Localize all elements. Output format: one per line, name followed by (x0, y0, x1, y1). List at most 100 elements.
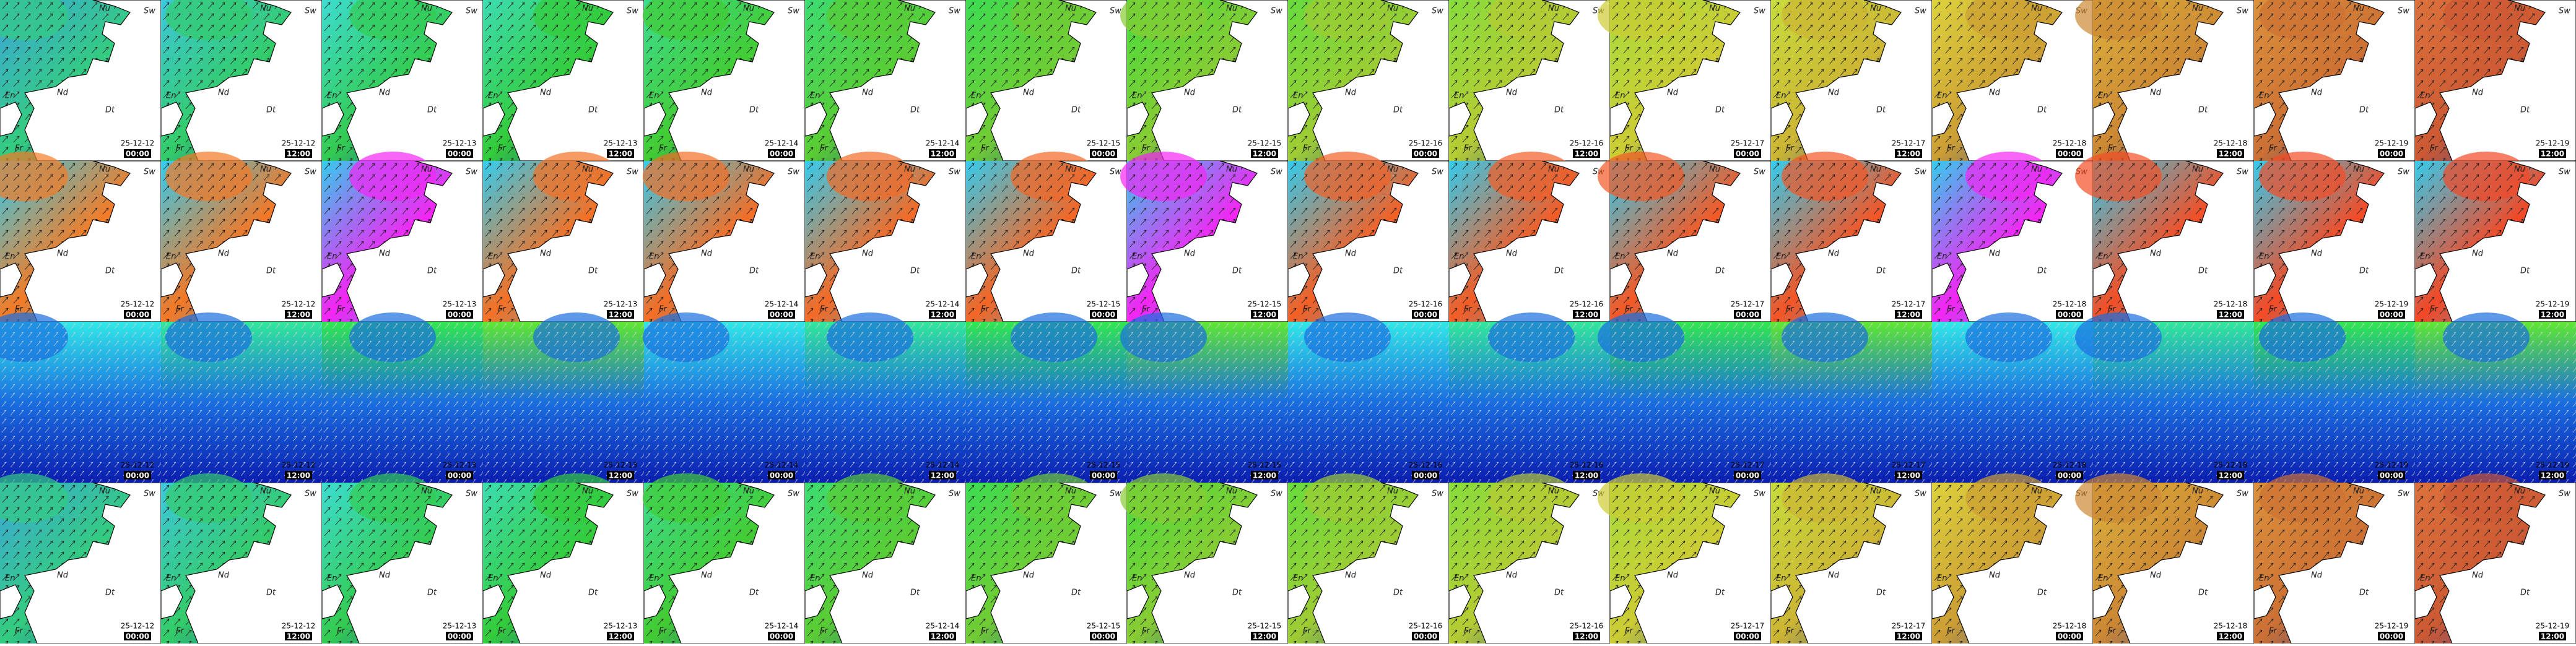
place-label: En (810, 574, 820, 584)
place-label: Nu (1870, 4, 1881, 14)
frame-date: 25-12-18 (2053, 139, 2086, 148)
frame-time: 12:00 (931, 472, 954, 480)
time-box (929, 310, 956, 319)
frame-date: 25-12-19 (2536, 300, 2569, 309)
place-label: En (2420, 574, 2430, 584)
wind-arrows (161, 322, 322, 483)
map-tile: Nu Sw Nd Dt En Fr 25-12-12 12:00 (161, 152, 322, 322)
time-box (1251, 632, 1278, 640)
wind-arrows (1288, 322, 1449, 483)
frame-time: 00:00 (1736, 311, 1759, 319)
frame-date: 25-12-14 (926, 461, 959, 470)
place-label: Fr (2430, 144, 2439, 153)
frame-date: 25-12-19 (2375, 622, 2408, 631)
place-label: Sw (2559, 489, 2570, 499)
map-tile: 25-12-12 12:00 (161, 312, 322, 483)
frame-date: 25-12-12 (121, 139, 154, 148)
frame-date: 25-12-13 (604, 461, 637, 470)
wind-arrows (1610, 322, 1771, 483)
time-box (768, 632, 795, 640)
time-box (2056, 310, 2083, 319)
place-label: Sw (949, 168, 960, 177)
time-box (1895, 632, 1922, 640)
time-box (2378, 471, 2405, 480)
frame-date: 25-12-15 (1248, 139, 1281, 148)
place-label: Sw (2398, 7, 2409, 16)
time-box (1573, 149, 1600, 158)
place-label: Nu (2514, 165, 2525, 174)
frame-date: 25-12-18 (2214, 139, 2247, 148)
place-label: Dt (910, 267, 920, 276)
place-label: Sw (1915, 489, 1926, 499)
place-label: Nu (421, 165, 432, 174)
frame-time: 00:00 (770, 472, 793, 480)
map-tile: 25-12-16 12:00 (1449, 312, 1610, 483)
frame-time: 00:00 (1736, 472, 1759, 480)
place-label: En (1132, 574, 1142, 584)
place-label: En (1615, 252, 1625, 262)
place-label: Sw (788, 7, 799, 16)
time-box (1251, 310, 1278, 319)
place-label: Nu (1709, 165, 1720, 174)
map-tile: Nu Sw Nd Dt En Fr 25-12-12 00:00 (0, 0, 161, 161)
map-tile: Nu Sw Nd Dt En Fr 25-12-17 12:00 (1771, 152, 1932, 322)
frame-date: 25-12-16 (1409, 461, 1442, 470)
place-label: Fr (1464, 305, 1473, 314)
place-label: Sw (1110, 7, 1121, 16)
place-label: Dt (2037, 267, 2047, 276)
frame-time: 00:00 (2058, 472, 2081, 480)
wind-arrows (0, 322, 161, 483)
place-label: Nd (540, 88, 552, 98)
place-label: Sw (466, 7, 477, 16)
frame-date: 25-12-16 (1409, 139, 1442, 148)
frame-time: 00:00 (1414, 472, 1437, 480)
map-tile: 25-12-15 12:00 (1120, 312, 1288, 483)
place-label: En (1293, 252, 1303, 262)
place-label: En (2420, 252, 2430, 262)
place-label: Nd (1506, 88, 1518, 98)
place-label: Sw (1754, 7, 1765, 16)
place-label: Sw (1110, 489, 1121, 499)
place-label: Nu (2192, 4, 2203, 14)
frame-time: 00:00 (770, 150, 793, 158)
place-label: Nu (260, 4, 271, 14)
place-label: En (971, 574, 981, 584)
place-label: Nd (1506, 249, 1518, 259)
place-label: Nd (2311, 249, 2323, 259)
map-tile: Nu Sw Nd Dt En Fr 25-12-17 00:00 (1598, 152, 1771, 322)
time-box (2378, 310, 2405, 319)
frame-date: 25-12-18 (2053, 622, 2086, 631)
place-label: Nu (1065, 487, 1076, 496)
frame-time: 00:00 (126, 150, 149, 158)
place-label: Nd (1828, 88, 1840, 98)
place-label: Nu (2192, 165, 2203, 174)
place-label: Sw (2237, 168, 2248, 177)
time-box (607, 471, 634, 480)
place-label: Nu (904, 165, 915, 174)
place-label: Fr (659, 305, 668, 314)
frame-date: 25-12-17 (1731, 300, 1764, 309)
place-label: Dt (1232, 267, 1242, 276)
place-label: En (1937, 574, 1947, 584)
place-label: En (1454, 92, 1464, 101)
frame-date: 25-12-18 (2053, 461, 2086, 470)
frame-time: 00:00 (1092, 150, 1115, 158)
place-label: Sw (1271, 489, 1282, 499)
frame-date: 25-12-15 (1248, 622, 1281, 631)
frame-date: 25-12-16 (1570, 461, 1603, 470)
frame-date: 25-12-18 (2214, 461, 2247, 470)
place-label: Sw (305, 489, 316, 499)
place-label: Nu (2353, 487, 2364, 496)
place-label: Nd (1828, 571, 1840, 580)
place-label: Nd (1667, 249, 1679, 259)
place-label: Nu (1709, 4, 1720, 14)
place-label: Nu (1548, 487, 1559, 496)
frame-time: 12:00 (931, 150, 954, 158)
time-box (2378, 149, 2405, 158)
place-label: Dt (588, 267, 598, 276)
